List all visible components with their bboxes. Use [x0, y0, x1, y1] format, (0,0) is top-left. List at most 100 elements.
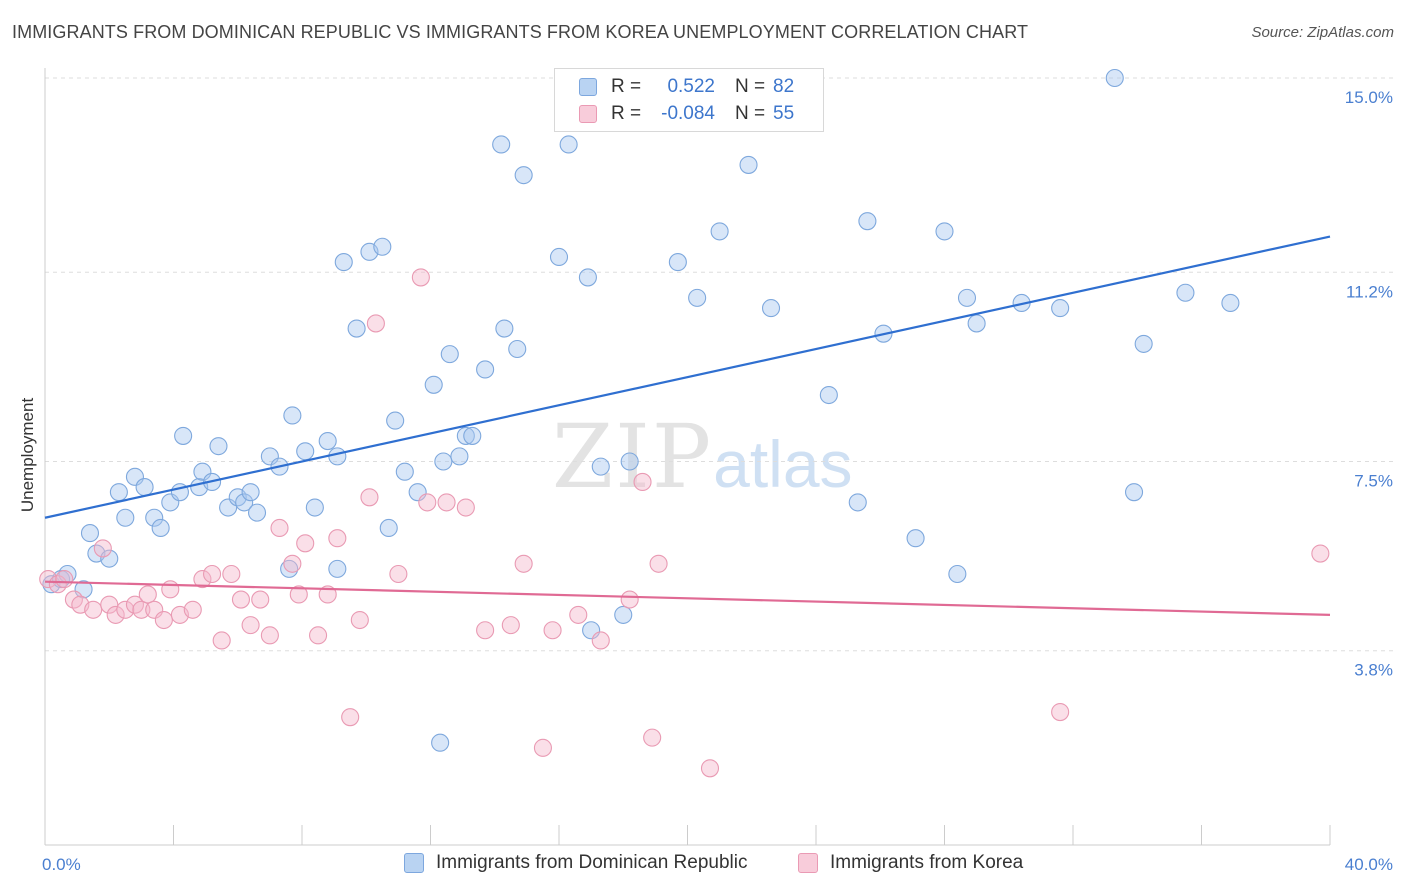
point-dominican: [819, 385, 838, 405]
point-dominican: [440, 345, 459, 364]
point-korea: [389, 564, 408, 584]
point-dominican: [1134, 334, 1153, 353]
point-dominican: [235, 493, 254, 512]
point-korea: [241, 616, 260, 635]
point-korea: [360, 488, 379, 507]
data-points: [39, 68, 1330, 778]
point-dominican: [283, 406, 302, 425]
legend-label-dominican: Immigrants from Dominican Republic: [436, 852, 748, 873]
point-korea: [328, 529, 347, 548]
point-korea: [1311, 544, 1330, 563]
point-dominican: [463, 426, 482, 445]
point-dominican: [328, 559, 347, 578]
point-korea: [84, 600, 103, 619]
point-dominican: [906, 529, 925, 548]
point-dominican: [614, 605, 633, 624]
point-dominican: [1176, 283, 1195, 302]
point-korea: [437, 493, 456, 512]
point-korea: [341, 708, 360, 727]
point-dominican: [151, 518, 170, 538]
point-korea: [231, 590, 251, 609]
point-dominican: [431, 733, 450, 752]
legend-swatch-pink: [798, 853, 818, 873]
legend-swatch-blue: [404, 853, 424, 873]
point-korea: [138, 585, 157, 604]
trend-line-dominican: [44, 235, 1331, 519]
point-korea: [476, 621, 495, 640]
point-dominican: [710, 222, 729, 241]
grid-lines: [45, 77, 1395, 652]
point-korea: [222, 564, 241, 584]
point-dominican: [135, 478, 154, 497]
point-dominican: [386, 411, 405, 430]
point-dominican: [476, 360, 495, 379]
point-dominican: [109, 483, 128, 502]
point-dominican: [450, 447, 469, 466]
point-dominican: [620, 452, 639, 471]
point-korea: [116, 600, 135, 619]
legend-n-value: 82: [773, 76, 795, 97]
point-korea: [106, 605, 125, 624]
legend-item-korea: Immigrants from Korea: [798, 852, 1023, 874]
trend-lines: [44, 235, 1331, 616]
watermark-atlas: atlas: [713, 427, 853, 501]
point-dominican: [296, 442, 315, 461]
legend-r-value: 0.522: [667, 76, 715, 97]
point-dominican: [241, 483, 260, 502]
point-dominican: [395, 462, 414, 481]
point-korea: [366, 314, 385, 333]
y-tick-label: 3.8%: [1354, 661, 1393, 680]
point-korea: [251, 590, 270, 609]
point-korea: [296, 534, 315, 553]
point-dominican: [492, 135, 511, 154]
point-dominican: [739, 155, 758, 174]
point-korea: [514, 554, 533, 573]
y-axis-title: Unemployment: [18, 398, 37, 513]
point-dominican: [508, 339, 527, 359]
chart-title: IMMIGRANTS FROM DOMINICAN REPUBLIC VS IM…: [12, 22, 1029, 42]
point-dominican: [967, 314, 986, 333]
point-korea: [350, 610, 369, 630]
point-dominican: [100, 549, 119, 568]
point-korea: [260, 626, 279, 645]
point-dominican: [247, 503, 267, 522]
point-dominican: [116, 508, 135, 527]
point-dominican: [858, 212, 877, 231]
point-korea: [289, 585, 308, 604]
point-dominican: [379, 518, 398, 538]
legend-row-korea: R = -0.084 N = 55: [579, 100, 794, 128]
point-dominican: [373, 237, 392, 256]
point-korea: [1051, 703, 1070, 722]
legend-n-label: N =: [735, 103, 766, 124]
point-korea: [55, 570, 74, 589]
point-dominican: [668, 253, 687, 272]
correlation-legend: R = 0.522 N = 82 R = -0.084 N = 55: [554, 68, 824, 132]
point-dominican: [80, 524, 100, 543]
point-korea: [161, 580, 180, 599]
point-dominican: [145, 508, 164, 527]
point-dominican: [328, 447, 347, 466]
point-korea: [591, 631, 610, 650]
legend-n-value: 55: [773, 103, 795, 124]
watermark-zip: ZIP: [552, 405, 713, 508]
point-korea: [309, 626, 328, 645]
point-korea: [39, 570, 58, 589]
point-dominican: [1051, 299, 1070, 318]
point-korea: [643, 728, 662, 747]
point-dominican: [209, 437, 228, 456]
point-korea: [533, 738, 552, 757]
source-credit: Source: ZipAtlas.com: [1251, 24, 1394, 41]
point-korea: [203, 564, 222, 584]
point-dominican: [424, 375, 443, 394]
point-dominican: [957, 288, 977, 307]
legend-label-korea: Immigrants from Korea: [830, 852, 1024, 873]
point-korea: [270, 518, 289, 538]
point-dominican: [591, 457, 610, 476]
point-dominican: [848, 493, 867, 512]
point-korea: [93, 539, 112, 558]
legend-swatch-pink: [579, 105, 597, 123]
point-korea: [283, 554, 302, 573]
point-dominican: [1221, 293, 1240, 313]
point-dominican: [456, 426, 475, 445]
point-dominican: [549, 247, 569, 267]
